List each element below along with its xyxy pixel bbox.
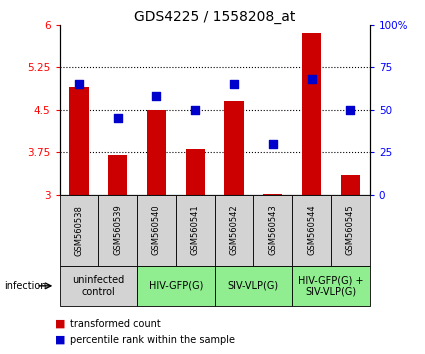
- Text: infection: infection: [4, 281, 47, 291]
- Bar: [215, 195, 253, 266]
- Point: [347, 107, 354, 113]
- Text: GSM560540: GSM560540: [152, 205, 161, 256]
- Point: [192, 107, 198, 113]
- Point: [231, 81, 238, 87]
- Text: GSM560543: GSM560543: [268, 205, 277, 256]
- Point: [114, 115, 121, 121]
- Bar: [137, 195, 176, 266]
- Bar: [60, 266, 137, 306]
- Point: [269, 141, 276, 147]
- Bar: [224, 101, 244, 195]
- Bar: [331, 195, 370, 266]
- Text: HIV-GFP(G) +
SIV-VLP(G): HIV-GFP(G) + SIV-VLP(G): [298, 275, 364, 297]
- Text: GSM560545: GSM560545: [346, 205, 355, 256]
- Bar: [108, 155, 128, 195]
- Text: SIV-VLP(G): SIV-VLP(G): [228, 281, 279, 291]
- Text: ■: ■: [55, 319, 66, 329]
- Text: GSM560541: GSM560541: [191, 205, 200, 256]
- Bar: [292, 266, 370, 306]
- Text: GSM560539: GSM560539: [113, 205, 122, 256]
- Text: GSM560542: GSM560542: [230, 205, 238, 256]
- Text: GSM560538: GSM560538: [74, 205, 83, 256]
- Point: [153, 93, 160, 99]
- Point: [308, 76, 315, 82]
- Text: HIV-GFP(G): HIV-GFP(G): [149, 281, 203, 291]
- Text: percentile rank within the sample: percentile rank within the sample: [70, 335, 235, 345]
- Bar: [137, 266, 215, 306]
- Bar: [60, 195, 98, 266]
- Bar: [186, 149, 205, 195]
- Bar: [341, 175, 360, 195]
- Bar: [263, 194, 283, 195]
- Bar: [302, 33, 321, 195]
- Bar: [292, 195, 331, 266]
- Bar: [215, 266, 292, 306]
- Text: transformed count: transformed count: [70, 319, 161, 329]
- Point: [76, 81, 82, 87]
- Text: GSM560544: GSM560544: [307, 205, 316, 256]
- Bar: [69, 87, 88, 195]
- Bar: [176, 195, 215, 266]
- Bar: [98, 195, 137, 266]
- Bar: [253, 195, 292, 266]
- Text: uninfected
control: uninfected control: [72, 275, 125, 297]
- Title: GDS4225 / 1558208_at: GDS4225 / 1558208_at: [134, 10, 295, 24]
- Bar: [147, 110, 166, 195]
- Text: ■: ■: [55, 335, 66, 345]
